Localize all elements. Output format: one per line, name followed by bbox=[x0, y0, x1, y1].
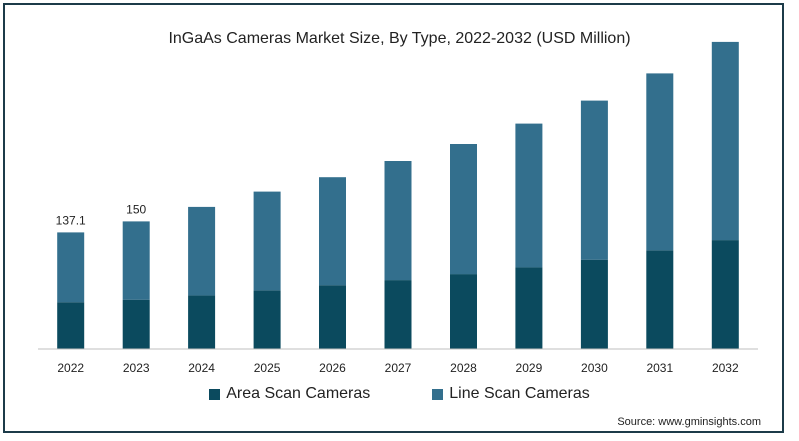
bar-line-scan-2024 bbox=[188, 206, 216, 296]
x-tick-label-2022: 2022 bbox=[57, 361, 84, 375]
bar-line-scan-2028 bbox=[450, 144, 477, 275]
x-tick-label-2029: 2029 bbox=[516, 361, 543, 375]
legend-label-area-scan: Area Scan Cameras bbox=[226, 385, 371, 402]
data-label-2022: 137.1 bbox=[56, 213, 86, 227]
bar-area-scan-2024 bbox=[188, 295, 216, 349]
bar-line-scan-2026 bbox=[319, 177, 346, 286]
x-tick-label-2027: 2027 bbox=[385, 361, 412, 375]
bar-area-scan-2031 bbox=[646, 250, 674, 349]
bar-line-scan-2025 bbox=[253, 191, 281, 291]
x-tick-label-2028: 2028 bbox=[450, 361, 477, 375]
x-tick-label-2025: 2025 bbox=[254, 361, 281, 375]
bar-line-scan-2030 bbox=[580, 100, 608, 260]
bars-layer bbox=[57, 41, 739, 349]
x-tick-label-2026: 2026 bbox=[319, 361, 346, 375]
legend-swatch-area-scan bbox=[209, 388, 221, 400]
bar-line-scan-2027 bbox=[384, 161, 412, 281]
x-tick-labels: 2022 2023 2024 2025 2026 2027 2028 2029 2030 2031… bbox=[57, 361, 739, 375]
x-tick-label-2024: 2024 bbox=[188, 361, 215, 375]
legend-swatch-line-scan bbox=[432, 388, 444, 400]
bar-line-scan-2029 bbox=[515, 123, 543, 268]
source-note: Source: www.gminsights.com bbox=[617, 416, 761, 428]
bar-area-scan-2028 bbox=[450, 274, 477, 349]
legend-item-line-scan: Line Scan Cameras bbox=[432, 385, 590, 403]
legend-label-line-scan: Line Scan Cameras bbox=[449, 385, 590, 402]
bar-area-scan-2022 bbox=[57, 302, 85, 349]
data-label-2023: 150 bbox=[126, 202, 146, 216]
x-tick-label-2032: 2032 bbox=[712, 361, 739, 375]
chart-title: InGaAs Cameras Market Size, By Type, 202… bbox=[168, 30, 631, 47]
bar-line-scan-2022 bbox=[57, 232, 85, 303]
bar-line-scan-2023 bbox=[122, 221, 150, 300]
data-labels: 137.1 150 bbox=[56, 202, 147, 227]
legend: Area Scan Cameras Line Scan Cameras bbox=[0, 385, 799, 403]
x-tick-label-2023: 2023 bbox=[123, 361, 150, 375]
x-tick-label-2030: 2030 bbox=[581, 361, 608, 375]
x-tick-label-2031: 2031 bbox=[646, 361, 673, 375]
bar-area-scan-2026 bbox=[319, 285, 346, 349]
bar-area-scan-2025 bbox=[253, 290, 281, 349]
bar-area-scan-2027 bbox=[384, 280, 412, 349]
bar-area-scan-2030 bbox=[580, 259, 608, 349]
bar-area-scan-2032 bbox=[711, 240, 739, 349]
bar-area-scan-2029 bbox=[515, 267, 543, 349]
legend-item-area-scan: Area Scan Cameras bbox=[209, 385, 370, 403]
bar-line-scan-2031 bbox=[646, 73, 674, 251]
bar-area-scan-2023 bbox=[122, 299, 150, 349]
bar-line-scan-2032 bbox=[711, 41, 739, 241]
